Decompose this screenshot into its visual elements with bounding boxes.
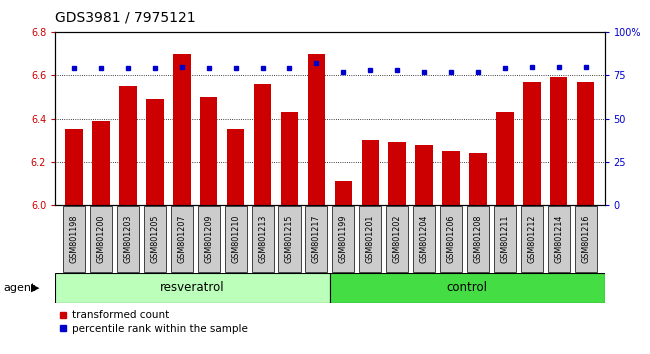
Bar bbox=[119, 86, 136, 205]
Text: GSM801203: GSM801203 bbox=[124, 215, 133, 263]
FancyBboxPatch shape bbox=[63, 206, 85, 272]
Text: GSM801198: GSM801198 bbox=[70, 215, 79, 263]
Text: GSM801204: GSM801204 bbox=[420, 215, 428, 263]
Text: control: control bbox=[447, 281, 488, 294]
Bar bbox=[361, 140, 379, 205]
Bar bbox=[173, 53, 190, 205]
Bar bbox=[496, 112, 514, 205]
Bar bbox=[146, 99, 164, 205]
Text: GSM801211: GSM801211 bbox=[500, 215, 510, 263]
FancyBboxPatch shape bbox=[90, 206, 112, 272]
FancyBboxPatch shape bbox=[225, 206, 247, 272]
FancyBboxPatch shape bbox=[386, 206, 408, 272]
Bar bbox=[442, 151, 460, 205]
Text: GSM801208: GSM801208 bbox=[473, 215, 482, 263]
FancyBboxPatch shape bbox=[575, 206, 597, 272]
FancyBboxPatch shape bbox=[117, 206, 139, 272]
Text: GSM801210: GSM801210 bbox=[231, 215, 240, 263]
FancyBboxPatch shape bbox=[359, 206, 382, 272]
Text: GSM801206: GSM801206 bbox=[447, 215, 456, 263]
Text: GSM801212: GSM801212 bbox=[527, 215, 536, 263]
Text: GSM801216: GSM801216 bbox=[581, 215, 590, 263]
Text: GSM801214: GSM801214 bbox=[554, 215, 564, 263]
FancyBboxPatch shape bbox=[413, 206, 435, 272]
Text: GSM801217: GSM801217 bbox=[312, 215, 321, 263]
Text: agent: agent bbox=[3, 282, 36, 293]
Text: GDS3981 / 7975121: GDS3981 / 7975121 bbox=[55, 11, 196, 25]
Text: GSM801205: GSM801205 bbox=[150, 215, 159, 263]
Text: GSM801209: GSM801209 bbox=[204, 215, 213, 263]
FancyBboxPatch shape bbox=[306, 206, 328, 272]
FancyBboxPatch shape bbox=[144, 206, 166, 272]
FancyBboxPatch shape bbox=[521, 206, 543, 272]
Bar bbox=[550, 78, 567, 205]
Text: GSM801199: GSM801199 bbox=[339, 215, 348, 263]
Text: resveratrol: resveratrol bbox=[161, 281, 225, 294]
Bar bbox=[389, 142, 406, 205]
Bar bbox=[335, 182, 352, 205]
Text: GSM801200: GSM801200 bbox=[96, 215, 105, 263]
FancyBboxPatch shape bbox=[55, 273, 330, 303]
FancyBboxPatch shape bbox=[332, 206, 354, 272]
FancyBboxPatch shape bbox=[548, 206, 570, 272]
Bar bbox=[227, 130, 244, 205]
Bar bbox=[92, 121, 110, 205]
FancyBboxPatch shape bbox=[440, 206, 462, 272]
Text: GSM801202: GSM801202 bbox=[393, 215, 402, 263]
Bar bbox=[66, 130, 83, 205]
FancyBboxPatch shape bbox=[252, 206, 274, 272]
Text: GSM801201: GSM801201 bbox=[366, 215, 375, 263]
Text: ▶: ▶ bbox=[31, 282, 40, 293]
FancyBboxPatch shape bbox=[278, 206, 300, 272]
FancyBboxPatch shape bbox=[198, 206, 220, 272]
Bar bbox=[200, 97, 218, 205]
Text: GSM801213: GSM801213 bbox=[258, 215, 267, 263]
Bar bbox=[469, 153, 487, 205]
FancyBboxPatch shape bbox=[494, 206, 516, 272]
Bar bbox=[254, 84, 271, 205]
FancyBboxPatch shape bbox=[171, 206, 193, 272]
Legend: transformed count, percentile rank within the sample: transformed count, percentile rank withi… bbox=[55, 306, 252, 338]
Bar bbox=[523, 82, 541, 205]
Bar bbox=[415, 144, 433, 205]
Text: GSM801207: GSM801207 bbox=[177, 215, 187, 263]
Bar bbox=[281, 112, 298, 205]
FancyBboxPatch shape bbox=[467, 206, 489, 272]
FancyBboxPatch shape bbox=[330, 273, 604, 303]
Bar bbox=[307, 53, 325, 205]
Text: GSM801215: GSM801215 bbox=[285, 215, 294, 263]
Bar bbox=[577, 82, 594, 205]
